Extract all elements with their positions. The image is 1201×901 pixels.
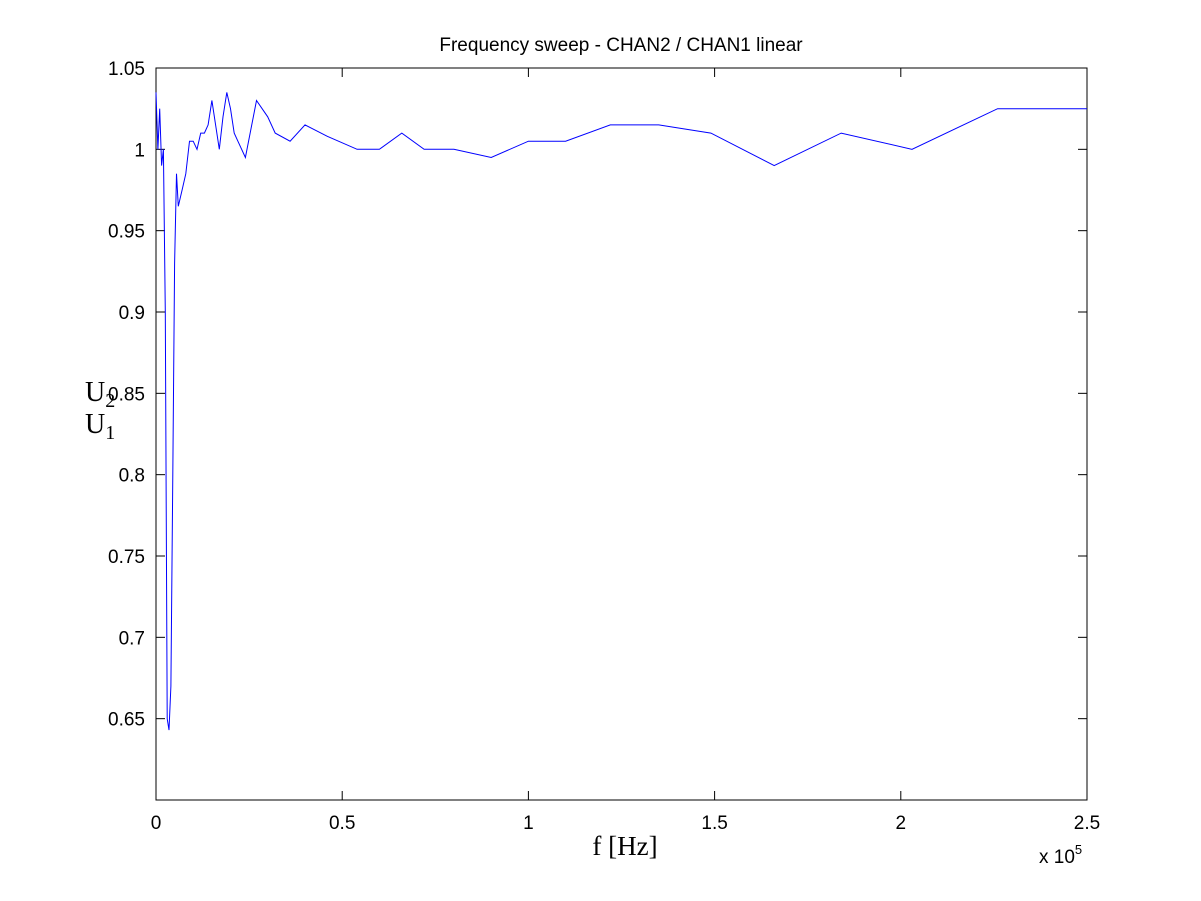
x-tick-label-5: 2.5: [1074, 813, 1100, 834]
y-tick-label-4: 0.85: [108, 384, 145, 405]
x-tick-label-4: 2: [896, 813, 907, 834]
x-axis-multiplier-exponent: 5: [1075, 842, 1082, 857]
y-axis-label-numerator: U2: [85, 377, 115, 412]
y-axis-ticks: 0.65 0.7 0.75 0.8 0.85 0.9 0.95 1 1.05: [108, 59, 1087, 731]
y-tick-label-5: 0.9: [119, 303, 145, 324]
x-tick-label-3: 1.5: [701, 813, 727, 834]
y-label-den-main: U: [85, 409, 105, 440]
x-axis-multiplier: x 105: [1039, 842, 1082, 868]
y-label-num-sub: 2: [105, 390, 115, 412]
x-tick-label-2: 1: [523, 813, 534, 834]
y-tick-label-8: 1.05: [108, 59, 145, 80]
x-axis-multiplier-base: x 10: [1039, 847, 1075, 868]
y-tick-label-1: 0.7: [119, 628, 145, 649]
x-axis-label: f [Hz]: [592, 831, 657, 861]
y-tick-label-7: 1: [134, 140, 145, 161]
y-tick-label-3: 0.8: [119, 466, 145, 487]
series-line-0: [155, 92, 1087, 731]
y-axis-label: U2 U1: [85, 377, 115, 444]
y-label-num-main: U: [85, 377, 105, 408]
x-tick-label-0: 0: [151, 813, 162, 834]
series-layer: [155, 92, 1087, 731]
chart-title: Frequency sweep - CHAN2 / CHAN1 linear: [439, 35, 803, 56]
y-tick-label-6: 0.95: [108, 222, 145, 243]
plot-area-frame: [155, 67, 1088, 801]
y-tick-label-0: 0.65: [108, 710, 145, 731]
y-tick-label-2: 0.75: [108, 547, 145, 568]
x-axis-ticks: 0 0.5 1 1.5 2 2.5: [151, 68, 1100, 834]
y-axis-label-denominator: U1: [85, 409, 115, 444]
y-label-den-sub: 1: [105, 422, 115, 444]
x-tick-label-1: 0.5: [329, 813, 355, 834]
